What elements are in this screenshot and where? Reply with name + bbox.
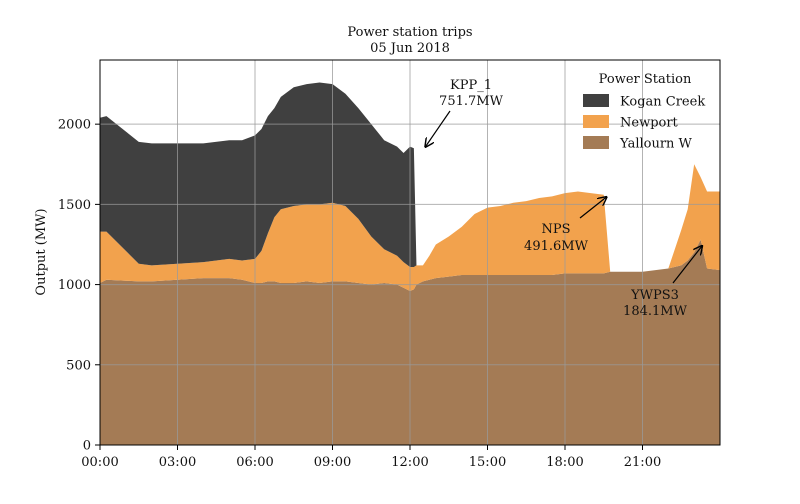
x-tick-label: 12:00 [391,455,428,470]
annotation-label: KPP_1 [450,78,492,93]
y-tick-label: 0 [83,439,91,454]
grid-layer [99,60,720,446]
annotation-value: 491.6MW [524,239,589,254]
legend-entry: Yallourn W [619,137,693,152]
y-tick-label: 2000 [58,118,91,133]
x-tick-label: 00:00 [81,455,118,470]
y-tick-label: 1500 [58,198,91,213]
x-tick-label: 09:00 [314,455,351,470]
legend-swatch [583,115,609,128]
x-tick-label: 15:00 [469,455,506,470]
legend-entry: Newport [620,116,679,131]
x-tick-label: 06:00 [236,455,273,470]
chart-subtitle: 05 Jun 2018 [370,41,450,56]
x-tick-label: 03:00 [159,455,196,470]
annotation-value: 751.7MW [439,94,504,109]
legend-entry: Kogan Creek [620,95,705,110]
annotation-arrow [672,246,702,284]
legend-swatch [583,136,609,149]
annotation-label: YWPS3 [630,288,679,303]
legend-swatch [583,94,609,107]
x-tick-label: 21:00 [624,455,661,470]
y-tick-label: 1000 [58,278,91,293]
legend-title: Power Station [599,72,692,87]
annotation-label: NPS [541,222,570,237]
annotation-arrow [579,197,606,219]
y-axis-label: Output (MW) [34,208,49,295]
annotation-value: 184.1MW [623,304,688,319]
legend: Power Station Kogan Creek Newport Yallourn… [583,72,705,152]
y-tick-label: 500 [66,358,91,373]
x-tick-label: 18:00 [546,455,583,470]
y-axis: 0 500 1000 1500 2000 [58,118,100,454]
chart-title: Power station trips [347,25,472,40]
annotation-arrow [426,110,451,147]
x-axis: 00:00 03:00 06:00 09:00 12:00 15:00 18:00 21:00 [81,445,661,470]
